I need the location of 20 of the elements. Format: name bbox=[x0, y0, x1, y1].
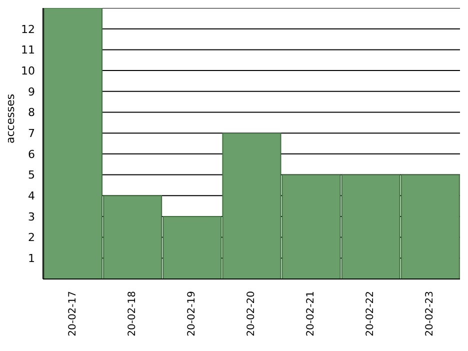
x-tick-label: 20-02-17 bbox=[67, 291, 78, 336]
x-tick-label: 20-02-19 bbox=[186, 291, 198, 336]
y-tick-label: 7 bbox=[28, 126, 35, 140]
y-tick-label: 5 bbox=[28, 168, 35, 182]
y-tick-label: 2 bbox=[28, 231, 35, 244]
x-tick-label: 20-02-22 bbox=[365, 291, 376, 336]
y-tick-label: 8 bbox=[28, 106, 35, 120]
y-tick-label: 11 bbox=[21, 44, 35, 57]
y-tick-label: 12 bbox=[21, 22, 35, 36]
x-tick-label: 20-02-20 bbox=[246, 291, 257, 336]
y-axis-title: accesses bbox=[4, 94, 17, 144]
x-tick-label: 20-02-18 bbox=[126, 291, 138, 336]
x-tick-label: 20-02-21 bbox=[306, 291, 317, 336]
y-tick-label: 1 bbox=[28, 252, 35, 266]
x-tick-label: 20-02-23 bbox=[424, 291, 436, 336]
y-tick-label: 10 bbox=[21, 64, 35, 78]
y-tick-label: 9 bbox=[28, 85, 35, 98]
y-tick-label: 3 bbox=[28, 210, 35, 224]
y-tick-label: 4 bbox=[28, 190, 35, 203]
y-tick-label: 6 bbox=[28, 148, 35, 161]
